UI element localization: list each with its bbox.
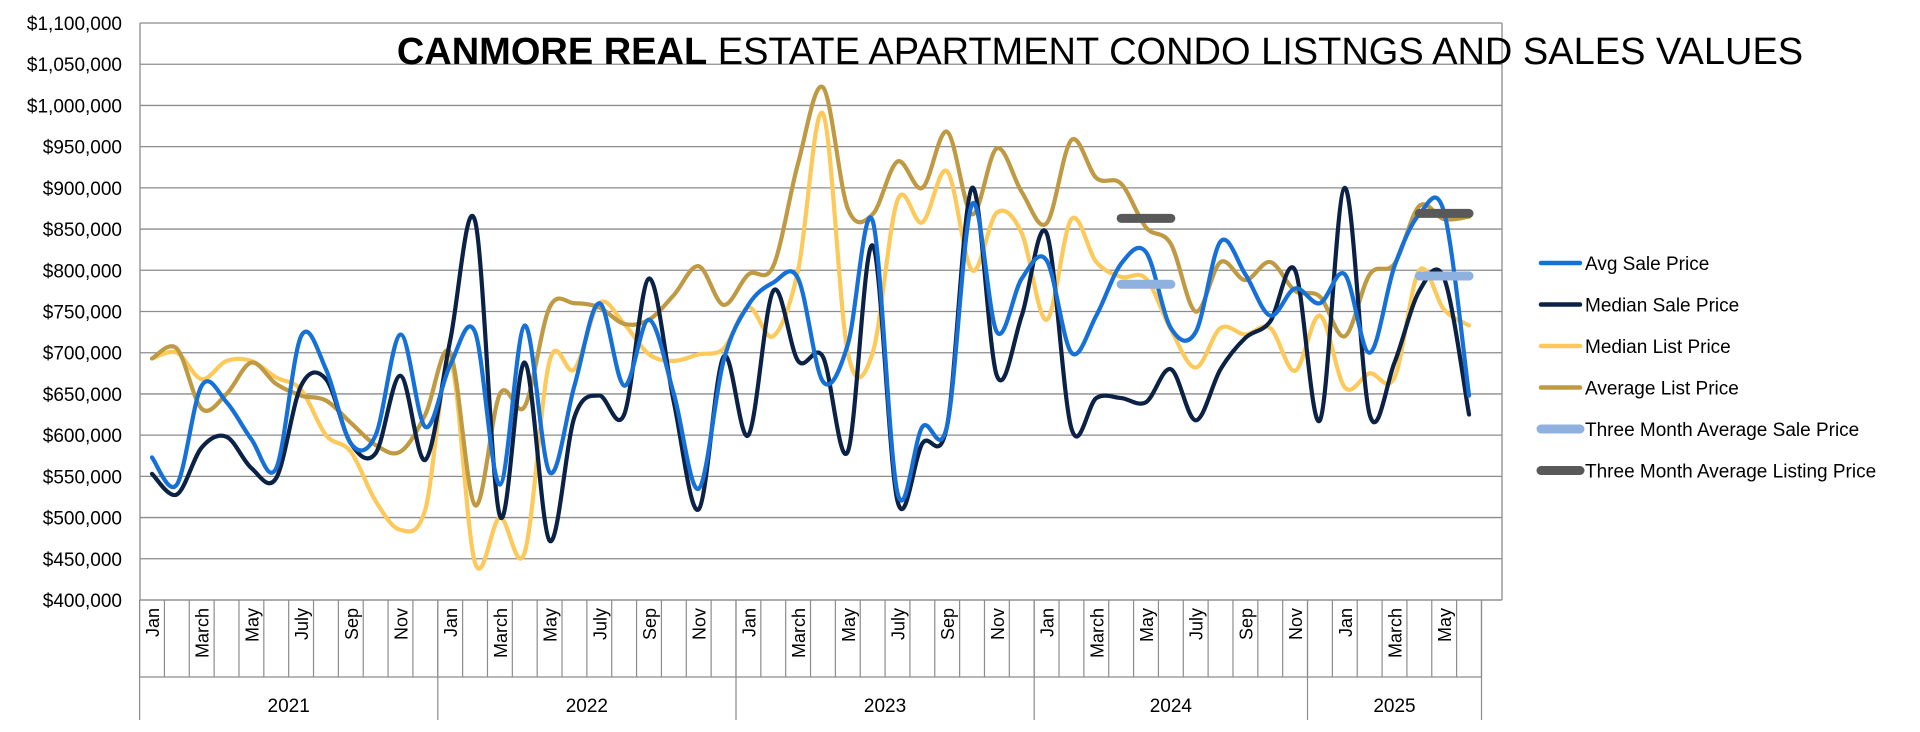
month-label: Sep [938,608,958,640]
median-list-price-line [149,110,1472,571]
y-tick-label: $500,000 [43,509,122,530]
month-label: July [590,608,610,640]
y-tick-label: $900,000 [43,179,122,200]
month-label: Nov [988,608,1008,640]
month-label: March [1087,608,1107,658]
chart-title: CANMORE REAL ESTATE APARTMENT CONDO LIST… [397,31,1803,73]
month-label: Nov [690,608,710,640]
month-label: July [1187,608,1207,640]
legend-label-three-month-average-sale-price: Three Month Average Sale Price [1585,420,1859,441]
month-label: Jan [143,608,163,637]
month-label: May [1435,608,1455,642]
y-tick-label: $1,050,000 [27,55,122,76]
year-label: 2024 [1150,696,1193,717]
month-label: March [491,608,511,658]
month-label: March [193,608,213,658]
month-label: May [541,608,561,642]
month-label: Sep [1236,608,1256,640]
y-tick-label: $650,000 [43,385,122,406]
legend-label-median-list-price: Median List Price [1585,337,1731,358]
y-tick-label: $1,100,000 [27,14,122,35]
y-tick-label: $550,000 [43,467,122,488]
month-label: Sep [640,608,660,640]
month-label: May [1137,608,1157,642]
month-label: Nov [1286,608,1306,640]
legend-label-avg-sale-price: Avg Sale Price [1585,254,1709,275]
y-tick-label: $450,000 [43,550,122,571]
month-label: July [889,608,909,640]
average-list-price-line [149,84,1472,508]
month-label: Jan [1038,608,1058,637]
month-label: May [242,608,262,642]
month-label: Nov [392,608,412,640]
y-tick-label: $700,000 [43,344,122,365]
median-sale-price-line [149,185,1472,543]
legend-label-median-sale-price: Median Sale Price [1585,296,1739,317]
chart-title-rest: ESTATE APARTMENT CONDO LISTNGS AND SALES… [707,31,1803,73]
month-label: Sep [342,608,362,640]
legend: Avg Sale Price Median Sale Price Median Li… [1536,254,1876,483]
month-label: March [1386,608,1406,658]
y-tick-label: $400,000 [43,591,122,612]
year-label: 2021 [268,696,310,717]
year-label: 2023 [864,696,906,717]
y-tick-label: $800,000 [43,261,122,282]
month-label: March [789,608,809,658]
month-label: May [839,608,859,642]
legend-label-three-month-average-listing-price: Three Month Average Listing Price [1585,462,1876,483]
year-label: 2022 [566,696,608,717]
month-label: Jan [1336,608,1356,637]
x-axis: Jan March May July Sep Nov Jan March May July Sep N… [138,599,1502,720]
y-axis-ticks: $400,000 $450,000 $500,000 $550,000 $600,000… [27,14,122,612]
month-label: July [292,608,312,640]
legend-label-average-list-price: Average List Price [1585,379,1739,400]
y-tick-label: $950,000 [43,138,122,159]
series-lines [149,84,1474,571]
month-label: Jan [441,608,461,637]
grid-lines [139,22,1503,601]
y-tick-label: $750,000 [43,303,122,324]
y-tick-label: $600,000 [43,426,122,447]
year-label: 2025 [1373,696,1415,717]
avg-sale-price-line [149,195,1472,503]
month-label: Jan [739,608,759,637]
chart-title-bold: CANMORE REAL [397,31,707,73]
y-tick-label: $850,000 [43,220,122,241]
y-tick-label: $1,000,000 [27,96,122,117]
